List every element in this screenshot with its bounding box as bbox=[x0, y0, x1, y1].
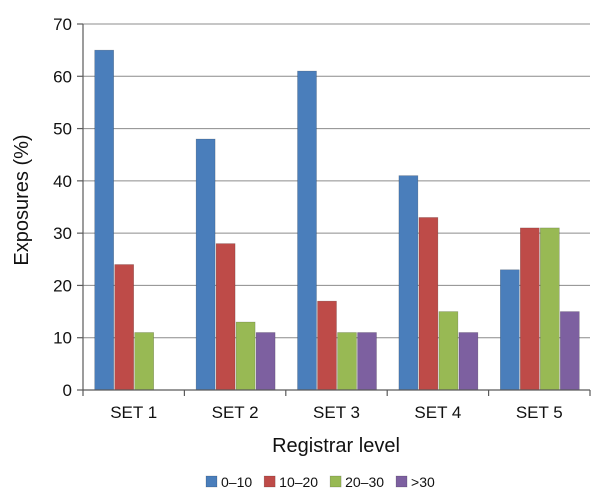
y-tick-label: 60 bbox=[53, 67, 72, 86]
legend-swatch bbox=[329, 475, 342, 488]
bars bbox=[94, 49, 580, 391]
legend-label: 10–20 bbox=[279, 474, 318, 490]
bar-set3-series-4 bbox=[357, 332, 377, 391]
bar-set5-series-3 bbox=[539, 227, 560, 391]
legend-label: >30 bbox=[411, 474, 435, 490]
legend-swatch bbox=[205, 475, 218, 488]
bar-set4-series-2 bbox=[418, 217, 439, 391]
axes bbox=[82, 24, 590, 391]
y-tick-label: 30 bbox=[53, 224, 72, 243]
bar-set5-series-1 bbox=[499, 269, 520, 391]
y-tick-label: 10 bbox=[53, 329, 72, 348]
bar-set2-series-4 bbox=[255, 332, 276, 391]
legend-swatch bbox=[395, 475, 408, 488]
y-axis-title: Exposures (%) bbox=[11, 134, 33, 265]
x-tick-labels: SET 1 SET 2 SET 3 SET 4 SET 5 bbox=[82, 390, 591, 422]
legend: 0–10 10–20 20–30 >30 bbox=[205, 474, 435, 490]
legend-item: 20–30 bbox=[329, 474, 384, 490]
y-tick-label: 40 bbox=[53, 172, 72, 191]
x-tick-label: SET 1 bbox=[110, 403, 157, 422]
bar-set4-series-4 bbox=[458, 332, 479, 391]
bar-set3-series-2 bbox=[317, 300, 337, 391]
bar-set2-series-1 bbox=[195, 138, 216, 391]
bar-set1-series-2 bbox=[114, 264, 134, 391]
legend-label: 0–10 bbox=[221, 474, 252, 490]
y-tick-label: 50 bbox=[53, 120, 72, 139]
bar-set3-series-1 bbox=[297, 70, 317, 391]
bar-set5-series-2 bbox=[519, 227, 540, 391]
bar-set3-series-3 bbox=[337, 332, 357, 391]
x-axis-title: Registrar level bbox=[272, 435, 400, 457]
x-tick-label: SET 4 bbox=[414, 403, 461, 422]
legend-item: 0–10 bbox=[205, 474, 252, 490]
bar-set1-series-3 bbox=[134, 332, 154, 391]
legend-item: 10–20 bbox=[263, 474, 318, 490]
bar-set4-series-3 bbox=[438, 311, 459, 391]
gridlines bbox=[83, 23, 590, 339]
y-tick-label: 20 bbox=[53, 276, 72, 295]
legend-swatch bbox=[263, 475, 276, 488]
bar-set1-series-1 bbox=[94, 49, 114, 391]
x-tick-label: SET 5 bbox=[516, 403, 563, 422]
y-tick-label: 0 bbox=[63, 381, 72, 400]
bar-set2-series-3 bbox=[235, 321, 256, 391]
y-tick-label: 70 bbox=[53, 15, 72, 34]
x-tick-label: SET 3 bbox=[313, 403, 360, 422]
bar-set5-series-4 bbox=[559, 311, 580, 391]
bar-set2-series-2 bbox=[215, 243, 236, 391]
bar-set4-series-1 bbox=[398, 175, 419, 391]
legend-item: >30 bbox=[395, 474, 435, 490]
y-tick-labels: 0 10 20 30 40 50 60 70 bbox=[53, 15, 83, 400]
legend-label: 20–30 bbox=[345, 474, 384, 490]
x-tick-label: SET 2 bbox=[212, 403, 259, 422]
